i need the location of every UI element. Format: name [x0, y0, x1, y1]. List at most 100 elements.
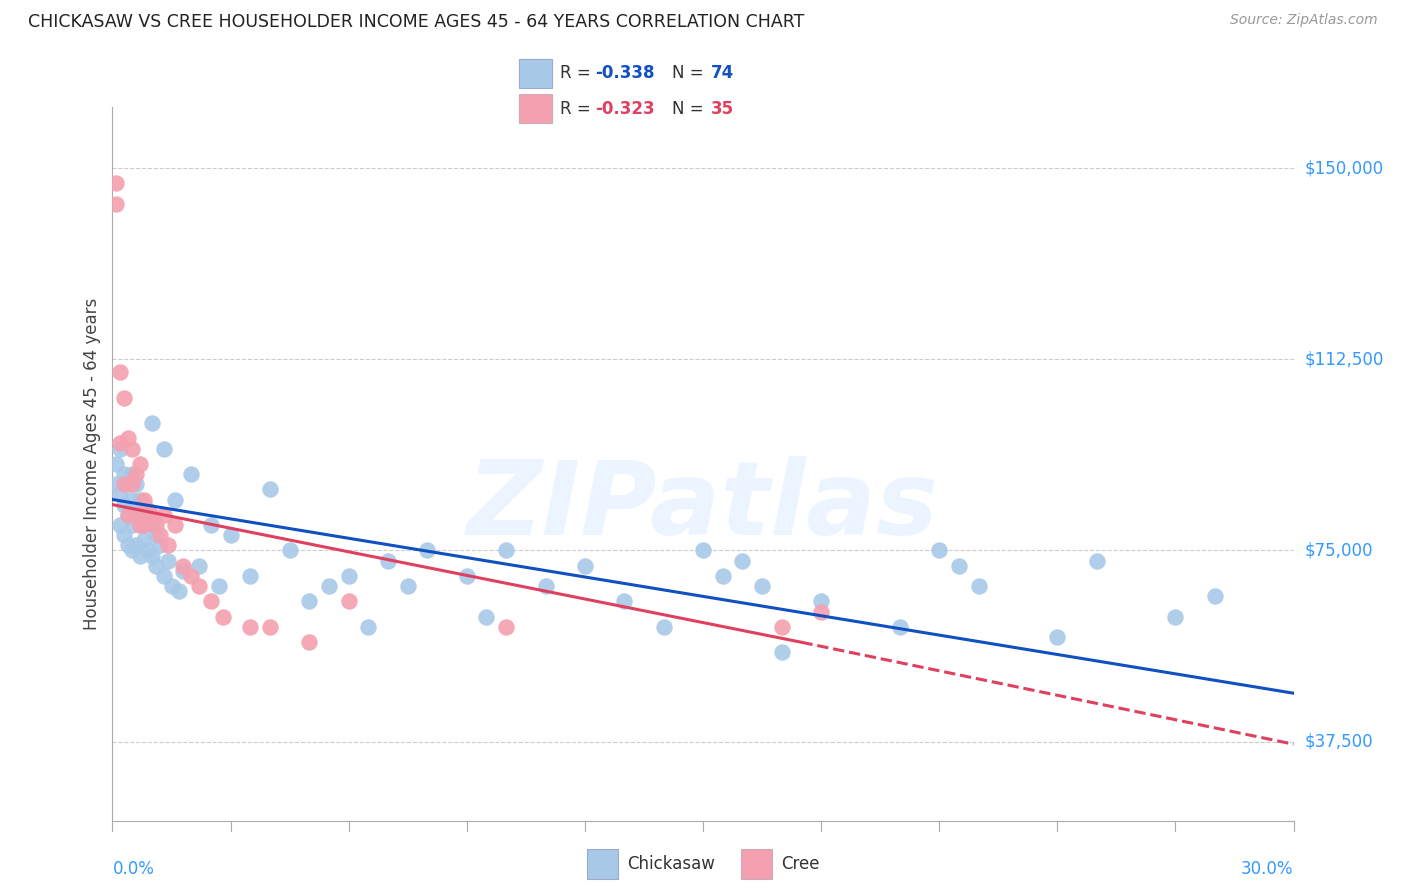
Point — [751, 579, 773, 593]
Point — [337, 594, 360, 608]
Point — [117, 508, 139, 522]
Point — [318, 579, 340, 593]
Point — [219, 528, 242, 542]
Text: -0.338: -0.338 — [596, 64, 655, 82]
Text: N =: N = — [672, 64, 709, 82]
Point — [169, 584, 191, 599]
Point — [298, 594, 321, 608]
Text: CHICKASAW VS CREE HOUSEHOLDER INCOME AGES 45 - 64 YEARS CORRELATION CHART: CHICKASAW VS CREE HOUSEHOLDER INCOME AGE… — [28, 13, 804, 31]
Point — [156, 538, 179, 552]
Point — [141, 549, 163, 563]
Point — [112, 498, 135, 512]
Point — [145, 528, 167, 542]
Bar — [519, 59, 551, 87]
Point — [129, 518, 152, 533]
Point — [1046, 630, 1069, 644]
Point — [129, 549, 152, 563]
Point — [145, 558, 167, 573]
Point — [129, 457, 152, 471]
Point — [112, 477, 135, 491]
Point — [180, 569, 202, 583]
Bar — [741, 849, 772, 880]
Point — [136, 543, 159, 558]
Y-axis label: Householder Income Ages 45 - 64 years: Householder Income Ages 45 - 64 years — [83, 298, 101, 630]
Point — [121, 518, 143, 533]
Point — [239, 569, 262, 583]
Point — [110, 365, 132, 379]
Point — [188, 579, 211, 593]
Point — [121, 442, 143, 456]
Point — [129, 492, 152, 507]
Text: -0.323: -0.323 — [596, 100, 655, 118]
Point — [810, 594, 832, 608]
Text: N =: N = — [672, 100, 709, 118]
Point — [711, 569, 734, 583]
Point — [129, 518, 152, 533]
Point — [112, 467, 135, 481]
Point — [132, 502, 155, 516]
Point — [211, 609, 233, 624]
Point — [125, 508, 148, 522]
Point — [165, 518, 187, 533]
Point — [172, 558, 194, 573]
Text: R =: R = — [560, 100, 596, 118]
Text: $150,000: $150,000 — [1305, 159, 1384, 178]
Point — [495, 620, 517, 634]
Point — [125, 477, 148, 491]
Point — [105, 477, 128, 491]
Point — [810, 605, 832, 619]
Point — [259, 483, 281, 497]
Point — [141, 416, 163, 430]
Point — [770, 645, 793, 659]
Point — [121, 467, 143, 481]
Text: $75,000: $75,000 — [1305, 541, 1374, 559]
Point — [731, 554, 754, 568]
Point — [152, 569, 174, 583]
Point — [416, 543, 439, 558]
Point — [117, 508, 139, 522]
Point — [125, 467, 148, 481]
Point — [156, 554, 179, 568]
Point — [105, 457, 128, 471]
Point — [132, 533, 155, 548]
Point — [110, 518, 132, 533]
Point — [141, 518, 163, 533]
Point — [1204, 590, 1226, 604]
Point — [152, 442, 174, 456]
Point — [770, 620, 793, 634]
Text: Cree: Cree — [782, 855, 820, 873]
Point — [613, 594, 636, 608]
Point — [495, 543, 517, 558]
Point — [180, 467, 202, 481]
Point — [117, 431, 139, 445]
Point — [948, 558, 970, 573]
Point — [121, 492, 143, 507]
Point — [125, 538, 148, 552]
Point — [141, 508, 163, 522]
Point — [396, 579, 419, 593]
Point — [1164, 609, 1187, 624]
Point — [967, 579, 990, 593]
Point — [121, 543, 143, 558]
Point — [132, 518, 155, 533]
Point — [574, 558, 596, 573]
Text: 74: 74 — [710, 64, 734, 82]
Point — [165, 492, 187, 507]
Point — [652, 620, 675, 634]
Point — [145, 518, 167, 533]
Point — [105, 197, 128, 211]
Point — [112, 391, 135, 405]
Point — [278, 543, 301, 558]
Point — [110, 436, 132, 450]
Point — [298, 635, 321, 649]
Point — [889, 620, 911, 634]
Point — [357, 620, 380, 634]
Point — [534, 579, 557, 593]
Point — [239, 620, 262, 634]
Point — [200, 518, 222, 533]
Text: ZIPatlas: ZIPatlas — [467, 456, 939, 558]
Point — [125, 508, 148, 522]
Text: $37,500: $37,500 — [1305, 732, 1374, 751]
Point — [337, 569, 360, 583]
Text: $112,500: $112,500 — [1305, 351, 1384, 368]
